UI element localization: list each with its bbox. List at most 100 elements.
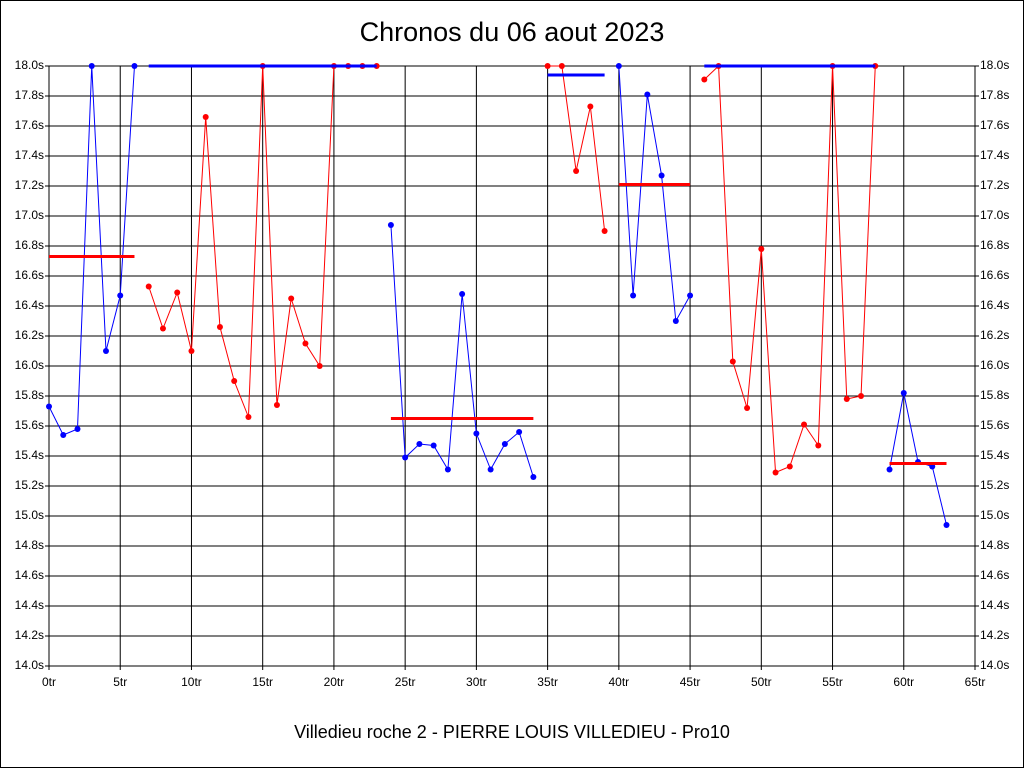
y-tick-label: 18.0s xyxy=(15,58,44,72)
lap-line xyxy=(618,65,691,323)
x-tick-label: 55tr xyxy=(822,675,843,689)
x-tick-label: 15tr xyxy=(252,675,273,689)
lap-point xyxy=(117,292,124,299)
lap-point xyxy=(758,246,765,252)
lap-point xyxy=(815,442,822,449)
y-tick-label: 17.0s xyxy=(15,208,44,222)
lap-point xyxy=(658,172,665,179)
y-tick-label: 16.0s xyxy=(15,358,44,372)
y2-tick-label: 17.8s xyxy=(980,88,1009,102)
lap-point xyxy=(459,291,466,297)
lap-point xyxy=(145,283,152,290)
lap-point xyxy=(88,63,95,69)
x-tick-label: 50tr xyxy=(751,675,772,689)
y2-tick-label: 14.8s xyxy=(980,538,1009,552)
x-tick-label: 10tr xyxy=(181,675,202,689)
lap-point xyxy=(131,63,138,69)
lap-point xyxy=(231,378,238,384)
y-tick-label: 16.4s xyxy=(15,298,44,312)
lap-point xyxy=(587,103,594,110)
x-tick-label: 0tr xyxy=(42,675,56,689)
y2-tick-label: 16.6s xyxy=(980,268,1009,282)
lap-point xyxy=(60,432,67,438)
lap-point xyxy=(74,426,81,432)
lap-point xyxy=(387,222,394,228)
lap-point xyxy=(302,340,309,347)
lap-point xyxy=(46,403,52,410)
x-tick-label: 60tr xyxy=(893,675,914,689)
y2-tick-label: 15.8s xyxy=(980,388,1009,402)
y-tick-label: 17.4s xyxy=(15,148,44,162)
y-tick-label: 15.4s xyxy=(15,448,44,462)
lap-point xyxy=(402,454,409,461)
lap-point xyxy=(273,402,280,408)
lap-point xyxy=(786,463,793,470)
y-tick-label: 15.8s xyxy=(15,388,44,402)
lap-point xyxy=(444,466,451,473)
lap-point xyxy=(316,363,323,369)
lap-point xyxy=(744,405,751,411)
y2-tick-label: 17.2s xyxy=(980,178,1009,192)
y2-tick-label: 17.0s xyxy=(980,208,1009,222)
x-axis-label: Villedieu roche 2 - PIERRE LOUIS VILLEDI… xyxy=(294,722,730,742)
lap-point xyxy=(188,348,195,354)
lap-point xyxy=(573,168,580,174)
lap-point xyxy=(701,76,708,83)
y2-tick-label: 16.4s xyxy=(980,298,1009,312)
x-tick-label: 35tr xyxy=(537,675,558,689)
lap-point xyxy=(544,63,551,69)
x-tick-label: 5tr xyxy=(113,675,127,689)
y-tick-label: 16.8s xyxy=(15,238,44,252)
lap-point xyxy=(202,114,209,120)
lap-point xyxy=(729,358,736,365)
y-tick-label: 14.4s xyxy=(15,598,44,612)
lap-point xyxy=(687,292,694,299)
y2-tick-label: 15.6s xyxy=(980,418,1009,432)
y2-tick-label: 17.6s xyxy=(980,118,1009,132)
x-tick-label: 25tr xyxy=(395,675,416,689)
lap-point xyxy=(615,63,622,69)
x-tick-label: 20tr xyxy=(324,675,345,689)
x-tick-label: 45tr xyxy=(680,675,701,689)
lap-point xyxy=(772,469,779,476)
lap-point xyxy=(416,441,423,447)
lap-point xyxy=(174,289,181,296)
y-tick-label: 16.2s xyxy=(15,328,44,342)
lap-point xyxy=(843,396,850,402)
y2-tick-label: 14.4s xyxy=(980,598,1009,612)
lap-point xyxy=(858,393,865,399)
lap-point xyxy=(630,292,637,299)
y2-tick-label: 15.0s xyxy=(980,508,1009,522)
lap-point xyxy=(501,441,508,447)
lap-point xyxy=(801,421,808,428)
chart-title: Chronos du 06 aout 2023 xyxy=(360,17,665,47)
lap-point xyxy=(886,466,893,473)
y2-tick-label: 16.0s xyxy=(980,358,1009,372)
lap-point xyxy=(288,295,295,302)
lap-point xyxy=(644,91,651,98)
y-tick-label: 14.0s xyxy=(15,658,44,672)
y-tick-label: 14.2s xyxy=(15,628,44,642)
y-tick-label: 16.6s xyxy=(15,268,44,282)
y-tick-label: 14.6s xyxy=(15,568,44,582)
y-tick-label: 15.0s xyxy=(15,508,44,522)
y2-tick-label: 14.2s xyxy=(980,628,1009,642)
y2-tick-label: 15.4s xyxy=(980,448,1009,462)
lap-point xyxy=(943,522,950,528)
y2-tick-label: 15.2s xyxy=(980,478,1009,492)
lap-point xyxy=(102,348,109,354)
lap-point xyxy=(473,430,480,437)
y2-tick-label: 16.2s xyxy=(980,328,1009,342)
y-tick-label: 17.2s xyxy=(15,178,44,192)
y2-tick-label: 16.8s xyxy=(980,238,1009,252)
y2-tick-label: 14.6s xyxy=(980,568,1009,582)
y2-tick-label: 17.4s xyxy=(980,148,1009,162)
lap-point xyxy=(530,474,537,480)
lap-point xyxy=(487,466,494,473)
y-tick-label: 14.8s xyxy=(15,538,44,552)
lap-point xyxy=(516,429,523,435)
lap-point xyxy=(159,325,166,332)
lap-point xyxy=(430,442,437,449)
